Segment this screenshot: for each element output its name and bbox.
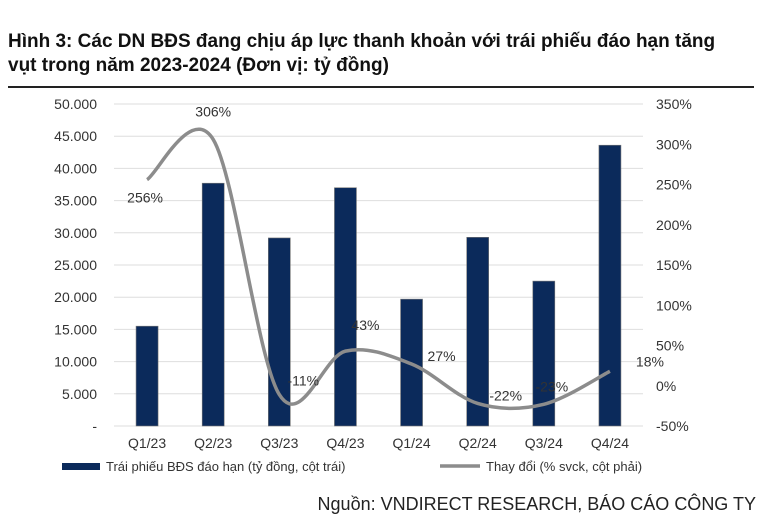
x-axis-tick: Q2/24 (459, 435, 497, 451)
data-label: 256% (127, 190, 163, 206)
left-axis-tick: 40.000 (54, 160, 97, 176)
x-axis-tick: Q1/24 (392, 435, 430, 451)
bar (532, 280, 556, 427)
source-note: Nguồn: VNDIRECT RESEARCH, BÁO CÁO CÔNG T… (317, 494, 756, 514)
right-axis-tick: 150% (656, 257, 692, 273)
bar (598, 144, 622, 427)
bar (466, 237, 489, 427)
left-axis-tick: 35.000 (54, 193, 97, 209)
x-axis-tick: Q3/24 (525, 435, 563, 451)
x-axis-tick: Q1/23 (128, 435, 166, 451)
left-axis-tick: 5.000 (62, 386, 97, 402)
data-label: -23% (535, 378, 568, 394)
left-axis-tick: - (92, 418, 97, 434)
change-line (145, 127, 611, 411)
left-axis-tick: 15.000 (54, 321, 97, 337)
x-axis-tick: Q2/23 (194, 435, 232, 451)
x-axis-tick: Q4/24 (591, 435, 629, 451)
bar (268, 237, 291, 427)
right-axis-tick: 300% (656, 136, 692, 152)
right-axis-tick: 100% (656, 297, 692, 313)
bar (334, 187, 357, 427)
right-axis-tick: 350% (656, 96, 692, 112)
chart-title: Hình 3: Các DN BĐS đang chịu áp lực than… (8, 31, 716, 76)
data-label: 306% (195, 103, 231, 119)
legend-line-label: Thay đổi (% svck, cột phải) (486, 459, 642, 474)
bar (135, 325, 159, 427)
left-axis-tick: 25.000 (54, 257, 97, 273)
left-axis-tick: 20.000 (54, 289, 97, 305)
bar (201, 182, 225, 427)
data-label: 27% (428, 348, 456, 364)
right-axis-tick: 0% (656, 378, 676, 394)
data-label: 18% (636, 353, 664, 369)
data-label: 43% (351, 317, 379, 333)
right-axis-tick: 200% (656, 217, 692, 233)
x-axis-tick: Q4/23 (326, 435, 364, 451)
left-axis-tick: 10.000 (54, 354, 97, 370)
legend-bar-label: Trái phiếu BĐS đáo hạn (tỷ đồng, cột trá… (106, 459, 345, 474)
left-axis-tick: 30.000 (54, 225, 97, 241)
title-divider (8, 86, 754, 88)
left-axis-tick: 45.000 (54, 128, 97, 144)
data-label: -11% (287, 373, 319, 389)
data-label: -22% (489, 387, 522, 403)
legend-bar-swatch (62, 463, 100, 470)
right-axis-tick: 250% (656, 177, 692, 193)
x-axis-tick: Q3/23 (260, 435, 298, 451)
left-axis-tick: 50.000 (54, 96, 97, 112)
right-axis-tick: -50% (656, 418, 689, 434)
right-axis-tick: 50% (656, 338, 684, 354)
